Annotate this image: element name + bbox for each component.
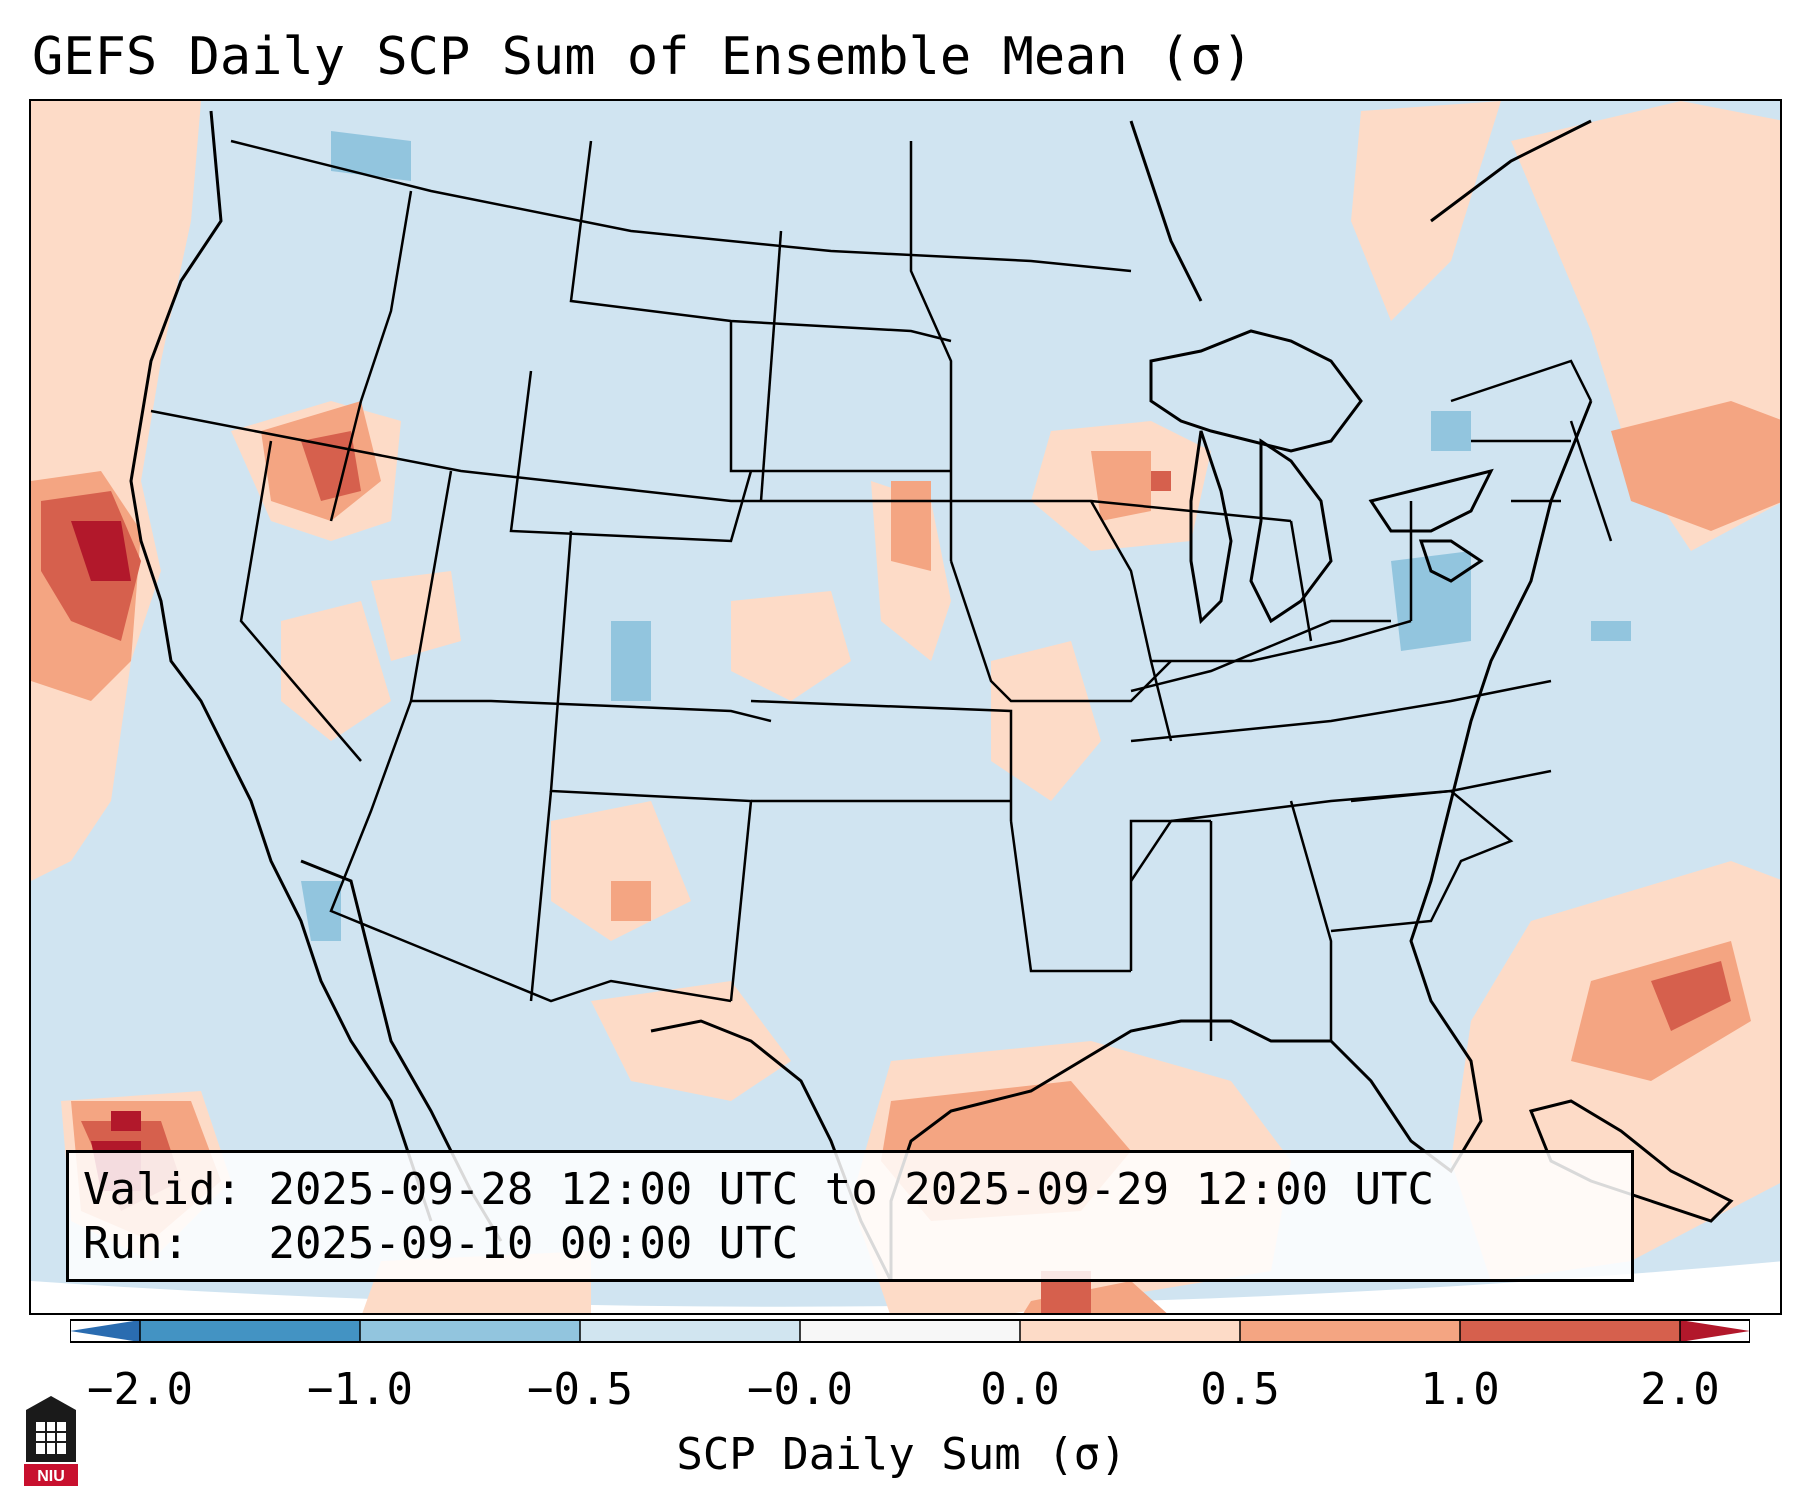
colorbar-bin <box>800 1320 1021 1342</box>
colorbar-tick-label: −0.0 <box>747 1364 853 1415</box>
colorbar-bin <box>140 1320 361 1342</box>
colorbar-extend-left <box>70 1320 140 1342</box>
run-value: 2025-09-10 00:00 UTC <box>268 1218 799 1269</box>
niu-logo-window-grid <box>36 1422 66 1454</box>
colorbar-label: SCP Daily Sum (σ) <box>676 1429 1127 1480</box>
colorbar-tick-label: −1.0 <box>307 1364 413 1415</box>
valid-row: Valid: 2025-09-28 12:00 UTC to 2025-09-2… <box>83 1163 1617 1217</box>
colorbar-bin <box>360 1320 581 1342</box>
colorbar-outline <box>70 1319 1750 1343</box>
positive-anomaly-light <box>31 101 1780 1313</box>
colorbar-tick-label: −0.5 <box>527 1364 633 1415</box>
valid-label: Valid: <box>83 1164 242 1215</box>
page-title: GEFS Daily SCP Sum of Ensemble Mean (σ) <box>32 27 1253 87</box>
niu-logo-text: NIU <box>37 1468 65 1485</box>
colorbar-bin <box>1460 1320 1681 1342</box>
scp-map <box>31 101 1780 1313</box>
colorbar <box>70 1319 1750 1343</box>
map-panel[interactable] <box>29 99 1782 1315</box>
colorbar-tick-label: 2.0 <box>1640 1364 1720 1415</box>
valid-run-info-box: Valid: 2025-09-28 12:00 UTC to 2025-09-2… <box>66 1150 1634 1282</box>
colorbar-tick-label: 0.0 <box>980 1364 1060 1415</box>
state-borders <box>150 139 1613 1041</box>
colorbar-bin <box>580 1320 801 1342</box>
coastlines <box>129 110 1734 1282</box>
run-label: Run: <box>83 1218 189 1269</box>
colorbar-tick-label: −2.0 <box>87 1364 193 1415</box>
valid-value: 2025-09-28 12:00 UTC to 2025-09-29 12:00… <box>268 1164 1435 1215</box>
map-domain-edge <box>31 1261 1780 1313</box>
colorbar-tick-label: 1.0 <box>1420 1364 1500 1415</box>
colorbar-bin <box>1020 1320 1241 1342</box>
colorbar-tick-label: 0.5 <box>1200 1364 1280 1415</box>
niu-logo-banner <box>24 1464 78 1486</box>
colorbar-bin <box>1240 1320 1461 1342</box>
colorbar-extend-right <box>1680 1320 1750 1342</box>
niu-logo: NIU <box>24 1396 78 1486</box>
run-row: Run: 2025-09-10 00:00 UTC <box>83 1217 1617 1271</box>
